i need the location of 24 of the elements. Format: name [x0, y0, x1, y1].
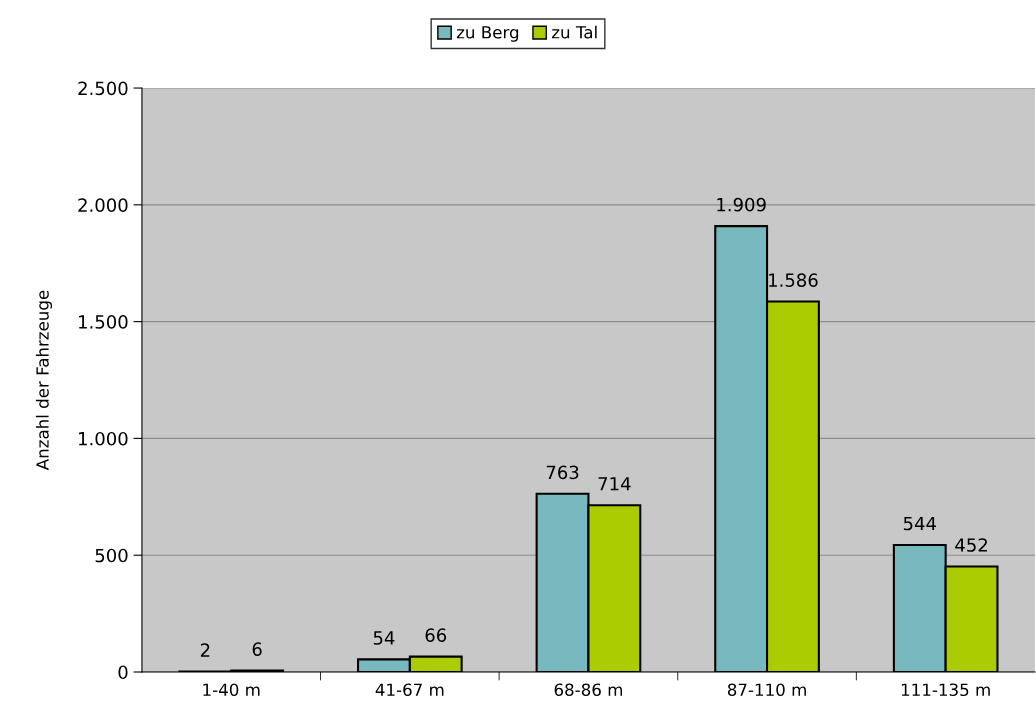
data-label: 763	[546, 465, 579, 480]
y-tick-label: 2.000	[78, 198, 128, 212]
x-tick-label: 41-67 m	[375, 683, 444, 697]
y-tick-label: 2.500	[78, 81, 128, 96]
data-label: 714	[598, 477, 631, 491]
data-label: 1.586	[769, 273, 818, 287]
x-tick-label: 1-40 m	[203, 683, 260, 697]
legend-label: zu Berg	[456, 26, 519, 42]
y-tick-label: 1.500	[79, 315, 128, 329]
y-tick-label: 1.000	[79, 431, 128, 446]
data-label: 2	[200, 643, 210, 657]
y-tick-label: 500	[95, 548, 128, 563]
y-tick-label: 0	[118, 665, 128, 680]
legend-label: zu Tal	[551, 25, 597, 39]
data-label: 54	[373, 631, 395, 645]
data-label: 544	[903, 516, 936, 531]
data-label: 66	[425, 628, 447, 642]
data-label: 6	[252, 642, 262, 656]
data-label: 452	[955, 538, 987, 552]
data-label: 1.909	[717, 197, 766, 212]
x-tick-label: 68-86 m	[554, 683, 623, 697]
x-tick-label: 87-110 m	[727, 683, 806, 697]
y-axis-title: Anzahl der Fahrzeuge	[35, 290, 53, 471]
x-tick-label: 111-135 m	[901, 683, 990, 697]
